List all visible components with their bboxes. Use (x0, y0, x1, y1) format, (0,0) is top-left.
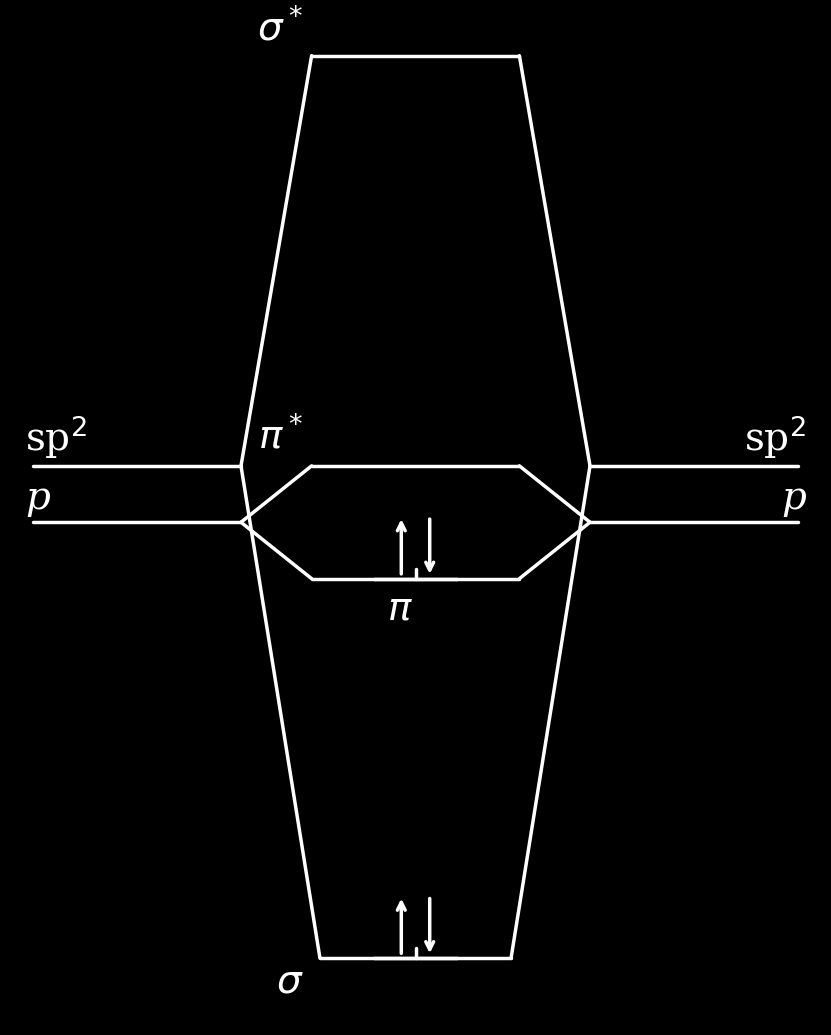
Text: $\pi^*$: $\pi^*$ (258, 417, 303, 455)
Text: p: p (781, 480, 806, 518)
Text: p: p (25, 480, 50, 518)
Text: $\sigma$: $\sigma$ (276, 964, 303, 1000)
Text: $\sigma^*$: $\sigma^*$ (257, 8, 303, 48)
Text: sp$^2$: sp$^2$ (745, 413, 806, 461)
Text: $\pi$: $\pi$ (386, 591, 413, 628)
Text: sp$^2$: sp$^2$ (25, 413, 86, 461)
